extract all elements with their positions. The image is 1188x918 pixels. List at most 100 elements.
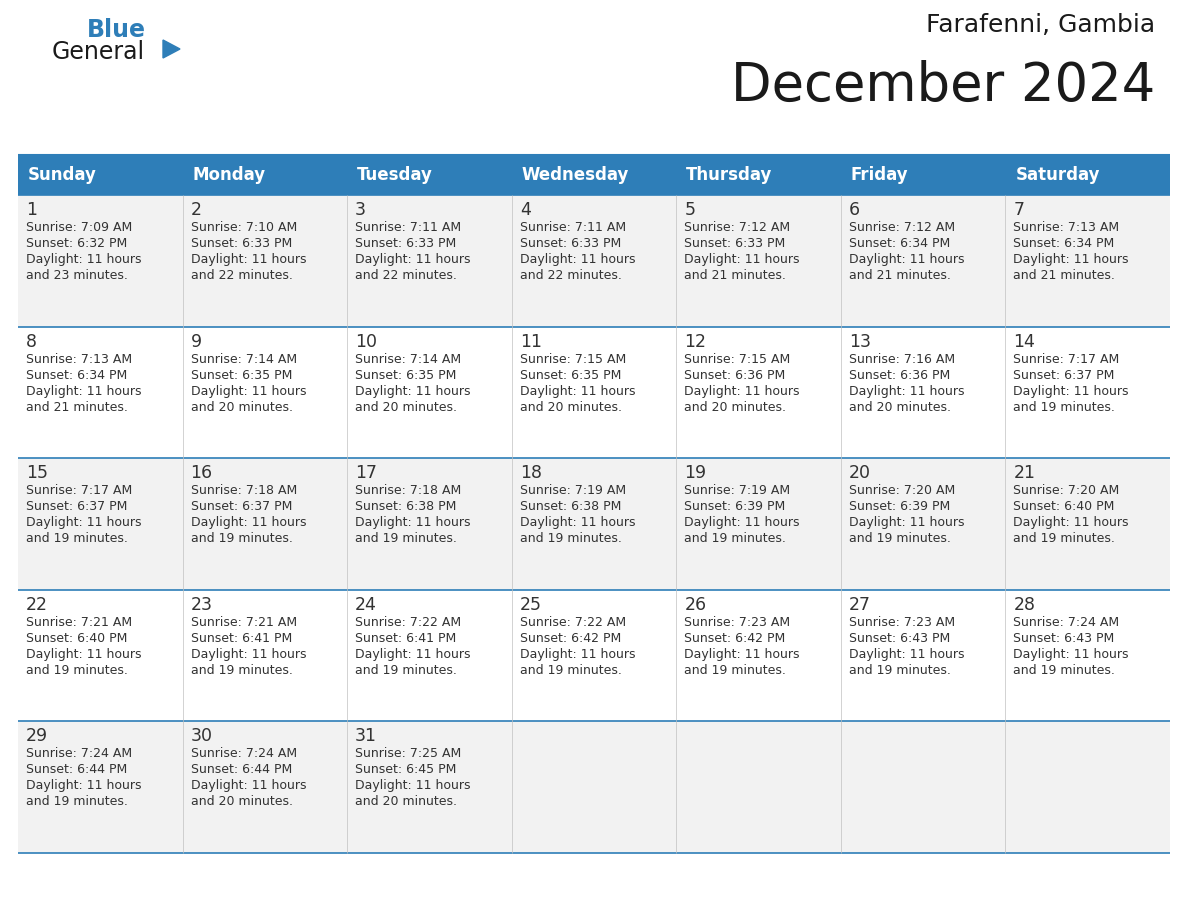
Text: Thursday: Thursday	[687, 166, 772, 184]
Text: 22: 22	[26, 596, 48, 614]
Text: and 20 minutes.: and 20 minutes.	[519, 400, 621, 414]
Text: and 21 minutes.: and 21 minutes.	[684, 269, 786, 282]
Text: Sunset: 6:39 PM: Sunset: 6:39 PM	[849, 500, 950, 513]
Text: Sunset: 6:40 PM: Sunset: 6:40 PM	[26, 632, 127, 644]
Text: Sunset: 6:32 PM: Sunset: 6:32 PM	[26, 237, 127, 250]
Text: Daylight: 11 hours: Daylight: 11 hours	[355, 253, 470, 266]
Text: Sunset: 6:37 PM: Sunset: 6:37 PM	[190, 500, 292, 513]
Text: Daylight: 11 hours: Daylight: 11 hours	[26, 516, 141, 529]
Text: 31: 31	[355, 727, 377, 745]
Text: Sunset: 6:34 PM: Sunset: 6:34 PM	[26, 369, 127, 382]
Text: Sunrise: 7:21 AM: Sunrise: 7:21 AM	[26, 616, 132, 629]
Bar	[841, 155, 1005, 195]
Text: Daylight: 11 hours: Daylight: 11 hours	[355, 648, 470, 661]
Text: Sunset: 6:45 PM: Sunset: 6:45 PM	[355, 764, 456, 777]
Text: and 19 minutes.: and 19 minutes.	[684, 664, 786, 677]
Text: and 19 minutes.: and 19 minutes.	[355, 532, 457, 545]
Bar	[18, 458, 1170, 589]
Text: Sunrise: 7:25 AM: Sunrise: 7:25 AM	[355, 747, 461, 760]
Text: Sunset: 6:41 PM: Sunset: 6:41 PM	[190, 632, 292, 644]
Text: and 19 minutes.: and 19 minutes.	[190, 664, 292, 677]
Text: Sunset: 6:42 PM: Sunset: 6:42 PM	[684, 632, 785, 644]
Text: and 19 minutes.: and 19 minutes.	[1013, 664, 1116, 677]
Text: and 19 minutes.: and 19 minutes.	[190, 532, 292, 545]
Text: Daylight: 11 hours: Daylight: 11 hours	[849, 648, 965, 661]
Text: Sunrise: 7:14 AM: Sunrise: 7:14 AM	[355, 353, 461, 365]
Text: 3: 3	[355, 201, 366, 219]
Text: Sunset: 6:37 PM: Sunset: 6:37 PM	[1013, 369, 1114, 382]
Text: Sunset: 6:34 PM: Sunset: 6:34 PM	[1013, 237, 1114, 250]
Text: Daylight: 11 hours: Daylight: 11 hours	[1013, 648, 1129, 661]
Text: Sunrise: 7:24 AM: Sunrise: 7:24 AM	[190, 747, 297, 760]
Text: and 20 minutes.: and 20 minutes.	[190, 400, 292, 414]
Text: 13: 13	[849, 332, 871, 351]
Text: Sunday: Sunday	[29, 166, 97, 184]
Text: Daylight: 11 hours: Daylight: 11 hours	[355, 779, 470, 792]
Text: 26: 26	[684, 596, 707, 614]
Text: Daylight: 11 hours: Daylight: 11 hours	[190, 253, 307, 266]
Text: Sunset: 6:33 PM: Sunset: 6:33 PM	[190, 237, 292, 250]
Text: Sunrise: 7:23 AM: Sunrise: 7:23 AM	[684, 616, 790, 629]
Text: and 19 minutes.: and 19 minutes.	[684, 532, 786, 545]
Text: and 19 minutes.: and 19 minutes.	[26, 795, 128, 809]
Text: Daylight: 11 hours: Daylight: 11 hours	[190, 516, 307, 529]
Text: Blue: Blue	[87, 18, 146, 42]
Text: Sunset: 6:33 PM: Sunset: 6:33 PM	[519, 237, 621, 250]
Text: and 20 minutes.: and 20 minutes.	[355, 795, 457, 809]
Text: Sunset: 6:34 PM: Sunset: 6:34 PM	[849, 237, 950, 250]
Text: 10: 10	[355, 332, 377, 351]
Text: 25: 25	[519, 596, 542, 614]
Text: and 19 minutes.: and 19 minutes.	[355, 664, 457, 677]
Text: Farafenni, Gambia: Farafenni, Gambia	[925, 13, 1155, 37]
Text: Sunrise: 7:17 AM: Sunrise: 7:17 AM	[1013, 353, 1119, 365]
Polygon shape	[163, 40, 181, 58]
Text: Sunrise: 7:18 AM: Sunrise: 7:18 AM	[355, 484, 461, 498]
Text: and 20 minutes.: and 20 minutes.	[190, 795, 292, 809]
Text: Daylight: 11 hours: Daylight: 11 hours	[1013, 253, 1129, 266]
Text: 14: 14	[1013, 332, 1035, 351]
Text: Sunset: 6:33 PM: Sunset: 6:33 PM	[684, 237, 785, 250]
Text: Sunset: 6:36 PM: Sunset: 6:36 PM	[849, 369, 950, 382]
Text: Daylight: 11 hours: Daylight: 11 hours	[684, 648, 800, 661]
Text: Daylight: 11 hours: Daylight: 11 hours	[519, 516, 636, 529]
Text: 21: 21	[1013, 465, 1036, 482]
Text: Sunrise: 7:22 AM: Sunrise: 7:22 AM	[355, 616, 461, 629]
Text: and 21 minutes.: and 21 minutes.	[26, 400, 128, 414]
Text: 11: 11	[519, 332, 542, 351]
Text: and 19 minutes.: and 19 minutes.	[849, 532, 950, 545]
Text: and 23 minutes.: and 23 minutes.	[26, 269, 128, 282]
Text: 7: 7	[1013, 201, 1024, 219]
Text: Daylight: 11 hours: Daylight: 11 hours	[1013, 516, 1129, 529]
Text: Tuesday: Tuesday	[358, 166, 432, 184]
Text: Sunrise: 7:10 AM: Sunrise: 7:10 AM	[190, 221, 297, 234]
Text: Sunrise: 7:11 AM: Sunrise: 7:11 AM	[355, 221, 461, 234]
Text: Sunset: 6:42 PM: Sunset: 6:42 PM	[519, 632, 621, 644]
Text: Daylight: 11 hours: Daylight: 11 hours	[26, 648, 141, 661]
Text: Sunset: 6:37 PM: Sunset: 6:37 PM	[26, 500, 127, 513]
Text: and 19 minutes.: and 19 minutes.	[1013, 400, 1116, 414]
Text: and 20 minutes.: and 20 minutes.	[849, 400, 950, 414]
Bar	[18, 589, 1170, 722]
Text: Sunset: 6:36 PM: Sunset: 6:36 PM	[684, 369, 785, 382]
Text: Monday: Monday	[192, 166, 266, 184]
Text: 2: 2	[190, 201, 202, 219]
Text: Daylight: 11 hours: Daylight: 11 hours	[355, 516, 470, 529]
Text: Daylight: 11 hours: Daylight: 11 hours	[1013, 385, 1129, 397]
Text: Sunrise: 7:22 AM: Sunrise: 7:22 AM	[519, 616, 626, 629]
Text: Sunrise: 7:23 AM: Sunrise: 7:23 AM	[849, 616, 955, 629]
Text: and 19 minutes.: and 19 minutes.	[849, 664, 950, 677]
Text: Daylight: 11 hours: Daylight: 11 hours	[190, 779, 307, 792]
Text: Sunset: 6:33 PM: Sunset: 6:33 PM	[355, 237, 456, 250]
Text: Daylight: 11 hours: Daylight: 11 hours	[26, 253, 141, 266]
Text: Sunrise: 7:15 AM: Sunrise: 7:15 AM	[684, 353, 790, 365]
Text: Sunrise: 7:14 AM: Sunrise: 7:14 AM	[190, 353, 297, 365]
Text: Sunset: 6:40 PM: Sunset: 6:40 PM	[1013, 500, 1114, 513]
Text: and 19 minutes.: and 19 minutes.	[519, 664, 621, 677]
Text: Sunset: 6:43 PM: Sunset: 6:43 PM	[849, 632, 950, 644]
Text: December 2024: December 2024	[731, 60, 1155, 112]
Bar	[18, 195, 1170, 327]
Text: 1: 1	[26, 201, 37, 219]
Text: 8: 8	[26, 332, 37, 351]
Text: 30: 30	[190, 727, 213, 745]
Text: 12: 12	[684, 332, 707, 351]
